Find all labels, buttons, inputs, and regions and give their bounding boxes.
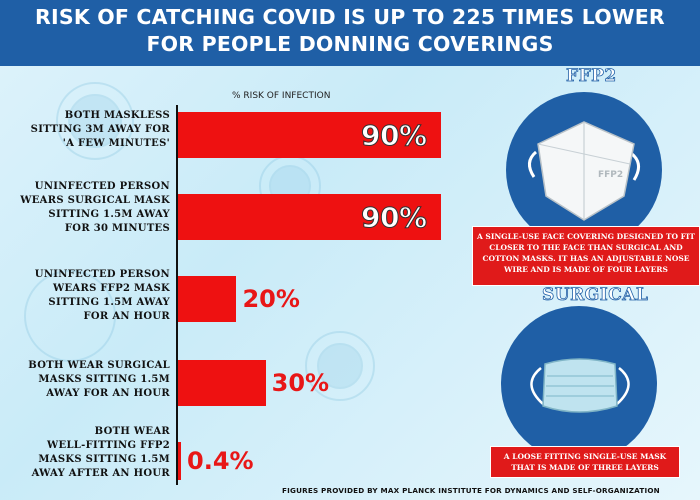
bar bbox=[178, 112, 441, 158]
bar bbox=[178, 194, 441, 240]
bar-value-label: 0.4% bbox=[187, 447, 254, 475]
bar bbox=[178, 360, 266, 406]
category-label: BOTH MASKLESS SITTING 3M AWAY FOR 'A FEW… bbox=[30, 110, 170, 149]
surgical-title: SURGICAL bbox=[542, 285, 649, 306]
bar bbox=[178, 276, 237, 322]
ffp2-caption: A SINGLE-USE FACE COVERING DESIGNED TO F… bbox=[472, 226, 700, 286]
bar-value-label: 20% bbox=[242, 285, 300, 313]
x-axis-title: % RISK OF INFECTION bbox=[232, 91, 331, 101]
y-axis-line bbox=[176, 105, 178, 485]
source-footer: FIGURES PROVIDED BY MAX PLANCK INSTITUTE… bbox=[282, 486, 660, 495]
surgical-mask-icon bbox=[530, 358, 630, 413]
header-banner: RISK OF CATCHING COVID IS UP TO 225 TIME… bbox=[0, 0, 700, 66]
ffp2-circle: FFP2 bbox=[506, 92, 662, 248]
category-label: BOTH WEAR SURGICAL MASKS SITTING 1.5M AW… bbox=[28, 360, 170, 399]
ffp2-mask-label: FFP2 bbox=[598, 170, 624, 180]
headline-line-2: FOR PEOPLE DONNING COVERINGS bbox=[146, 32, 554, 56]
headline-line-1: RISK OF CATCHING COVID IS UP TO 225 TIME… bbox=[35, 5, 665, 29]
bar-value-label: 90% bbox=[361, 119, 428, 153]
ffp2-title: FFP2 bbox=[566, 66, 617, 87]
bar-value-label: 90% bbox=[361, 201, 428, 235]
bar-value-label: 30% bbox=[271, 369, 330, 397]
bar bbox=[178, 442, 181, 480]
ffp2-mask-icon bbox=[528, 121, 640, 221]
surgical-caption: A LOOSE FITTING SINGLE-USE MASK THAT IS … bbox=[490, 446, 680, 478]
category-label: UNINFECTED PERSON WEARS SURGICAL MASK SI… bbox=[20, 181, 170, 234]
category-label: UNINFECTED PERSON WEARS FFP2 MASK SITTIN… bbox=[34, 269, 170, 322]
surgical-circle bbox=[501, 306, 657, 462]
category-label: BOTH WEAR WELL-FITTING FFP2 MASKS SITTIN… bbox=[31, 426, 170, 479]
